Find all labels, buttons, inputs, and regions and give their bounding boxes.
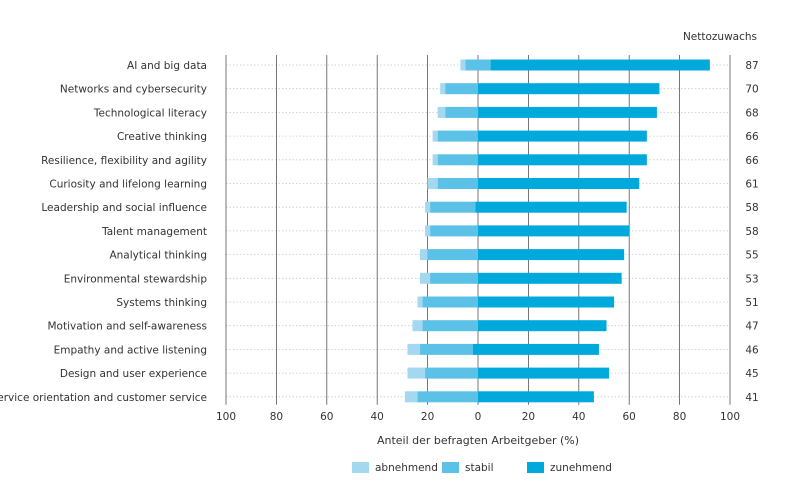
legend-swatch — [442, 462, 459, 473]
bar-zunehmend — [478, 391, 594, 403]
bar-zunehmend — [475, 201, 627, 213]
category-label: Resilience, flexibility and agility — [41, 155, 207, 167]
legend-label: stabil — [465, 462, 494, 474]
net-change-header: Nettozuwachs — [683, 31, 757, 43]
net-change-label: 68 — [745, 107, 758, 119]
legend-swatch — [527, 462, 544, 473]
category-label: AI and big data — [127, 60, 207, 72]
bar-stabil — [427, 249, 478, 261]
bar-stabil — [445, 106, 478, 118]
category-label: Networks and cybersecurity — [60, 84, 207, 96]
net-change-label: 46 — [745, 344, 759, 356]
bar-zunehmend — [478, 249, 625, 261]
legend-swatch — [352, 462, 369, 473]
category-label: Design and user experience — [60, 368, 207, 380]
net-change-label: 58 — [745, 202, 758, 214]
bar-stabil — [437, 178, 478, 189]
bar-abnehmend — [417, 296, 423, 308]
bar-zunehmend — [478, 296, 615, 308]
bar-abnehmend — [425, 201, 431, 213]
bar-abnehmend — [420, 272, 431, 284]
bar-abnehmend — [425, 225, 431, 237]
bar-stabil — [420, 343, 473, 355]
bar-stabil — [430, 272, 478, 284]
net-change-label: 51 — [745, 297, 758, 309]
bar-abnehmend — [404, 391, 418, 403]
category-label: Talent management — [101, 226, 207, 238]
bar-stabil — [445, 83, 478, 95]
bar-stabil — [437, 130, 478, 142]
net-change-label: 61 — [745, 179, 758, 191]
x-tick-label: 80 — [270, 411, 283, 423]
bar-abnehmend — [432, 154, 438, 166]
net-change-label: 66 — [745, 155, 759, 167]
category-label: Motivation and self-awareness — [47, 321, 207, 333]
bar-abnehmend — [412, 320, 423, 332]
category-label: Creative thinking — [117, 131, 207, 143]
bar-zunehmend — [490, 59, 710, 71]
x-tick-label: 0 — [475, 411, 482, 423]
category-label: Technological literacy — [93, 107, 207, 119]
bar-abnehmend — [427, 178, 438, 189]
x-tick-label: 80 — [673, 411, 686, 423]
net-change-label: 41 — [745, 392, 758, 404]
x-tick-label: 100 — [720, 411, 740, 423]
bar-stabil — [430, 225, 478, 237]
bar-abnehmend — [440, 83, 446, 95]
net-change-label: 70 — [745, 84, 758, 96]
net-change-label: 45 — [745, 368, 758, 380]
x-axis-title: Anteil der befragten Arbeitgeber (%) — [377, 434, 579, 447]
bar-zunehmend — [478, 367, 610, 379]
bar-stabil — [430, 201, 476, 213]
bar-abnehmend — [407, 343, 421, 355]
bar-zunehmend — [478, 154, 647, 166]
net-change-label: 58 — [745, 226, 758, 238]
bar-abnehmend — [420, 249, 428, 261]
x-tick-label: 40 — [371, 411, 384, 423]
net-change-label: 55 — [745, 250, 758, 262]
bar-zunehmend — [478, 130, 647, 142]
bar-zunehmend — [478, 320, 607, 332]
bar-stabil — [425, 367, 478, 379]
bar-stabil — [417, 391, 478, 403]
x-tick-label: 60 — [623, 411, 636, 423]
bar-zunehmend — [478, 106, 657, 118]
net-change-label: 87 — [745, 60, 758, 72]
category-label: Service orientation and customer service — [0, 392, 207, 404]
category-label: Curiosity and lifelong learning — [49, 179, 207, 191]
bar-stabil — [422, 320, 478, 332]
bar-zunehmend — [478, 83, 660, 95]
bar-zunehmend — [478, 272, 622, 284]
net-change-label: 47 — [745, 321, 758, 333]
x-tick-label: 60 — [320, 411, 333, 423]
bar-abnehmend — [407, 367, 426, 379]
x-tick-label: 20 — [421, 411, 434, 423]
bar-stabil — [422, 296, 478, 308]
category-label: Systems thinking — [116, 297, 207, 309]
bar-zunehmend — [478, 178, 640, 189]
net-change-label: 66 — [745, 131, 759, 143]
bar-abnehmend — [460, 59, 466, 71]
bar-abnehmend — [432, 130, 438, 142]
category-label: Analytical thinking — [109, 250, 207, 262]
category-label: Environmental stewardship — [64, 273, 208, 285]
legend-label: zunehmend — [550, 462, 612, 474]
category-label: Empathy and active listening — [54, 344, 207, 356]
bar-stabil — [465, 59, 491, 71]
x-tick-label: 20 — [522, 411, 535, 423]
net-change-label: 53 — [745, 273, 758, 285]
bar-stabil — [437, 154, 478, 166]
bar-abnehmend — [437, 106, 446, 118]
bar-zunehmend — [478, 225, 630, 237]
x-tick-label: 40 — [572, 411, 585, 423]
bar-zunehmend — [472, 343, 599, 355]
legend-label: abnehmend — [375, 462, 438, 474]
category-label: Leadership and social influence — [41, 202, 207, 214]
x-tick-label: 100 — [216, 411, 236, 423]
